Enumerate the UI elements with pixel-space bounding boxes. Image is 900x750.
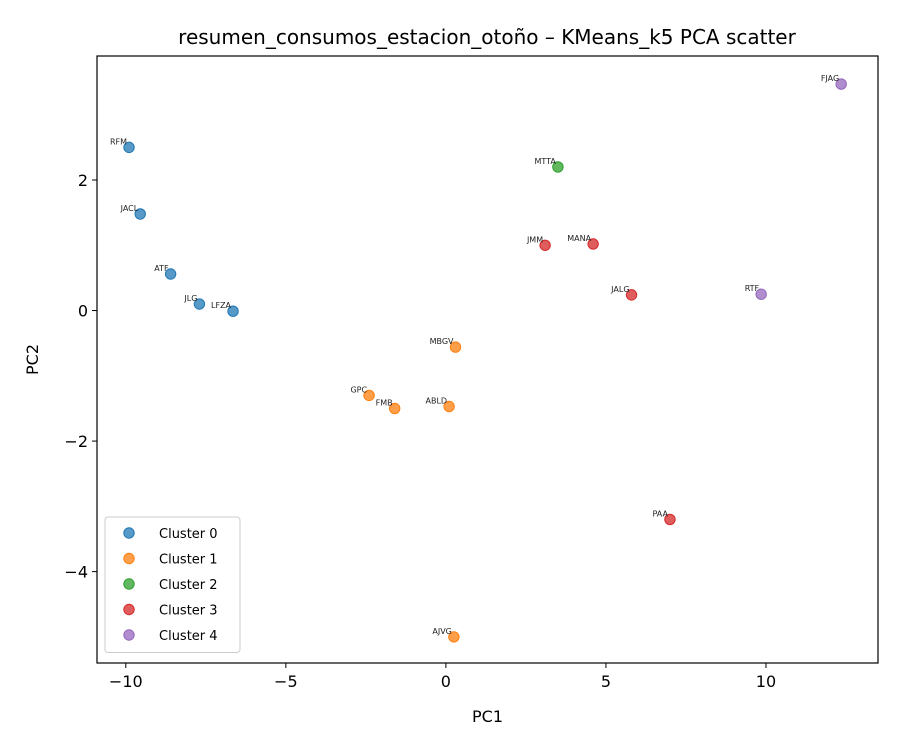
legend-label: Cluster 2 (159, 578, 218, 593)
point-label: JACL (120, 204, 139, 213)
data-point (363, 389, 375, 402)
y-tick-label: 2 (78, 171, 88, 190)
data-point (443, 400, 455, 413)
data-point (164, 268, 177, 280)
data-point (552, 161, 564, 173)
legend-marker (123, 629, 135, 641)
plot-marks: RFM JACL ATF JLG LFZA MBGV GPC FMB ABLD AJVG MTTA J… (110, 74, 847, 643)
y-axis-label: PC2 (23, 344, 42, 375)
point-label: MBGV (430, 337, 454, 346)
point-label: LFZA (211, 301, 232, 310)
data-point (227, 305, 239, 317)
data-point (755, 288, 767, 300)
point-label: ABLD (426, 396, 448, 405)
legend-marker (123, 552, 135, 565)
data-point (448, 631, 460, 643)
data-point (134, 208, 146, 220)
point-label: AJVG (432, 627, 452, 636)
legend-label: Cluster 1 (159, 553, 218, 568)
legend-label: Cluster 4 (159, 629, 218, 644)
x-tick-label: 0 (441, 672, 451, 691)
point-label: FJAG (821, 74, 839, 83)
data-point (193, 298, 206, 310)
x-axis-label: PC1 (472, 707, 503, 726)
point-label: JALG (610, 285, 629, 294)
y-tick-label: −4 (64, 563, 88, 582)
point-label: JLG (183, 294, 197, 303)
point-label: PAA (652, 509, 668, 518)
legend-label: Cluster 0 (159, 527, 218, 542)
data-point (835, 78, 847, 90)
point-label: RTF (745, 284, 760, 293)
data-point (388, 402, 401, 415)
point-label: MTTA (535, 157, 557, 166)
data-point (449, 341, 462, 353)
data-point (123, 141, 135, 154)
data-point (664, 513, 676, 526)
x-tick-label: −5 (274, 672, 298, 691)
point-label: JMM (526, 235, 543, 244)
axis-ticks: −10 −5 0 5 10 −4 −2 0 2 (64, 171, 776, 691)
legend-label: Cluster 3 (159, 604, 218, 619)
point-label: RFM (110, 137, 127, 146)
data-point (625, 289, 638, 301)
x-tick-label: −10 (109, 672, 143, 691)
data-point (587, 238, 599, 250)
x-tick-label: 5 (601, 672, 611, 691)
y-tick-label: 0 (78, 302, 88, 321)
plot-frame (96, 55, 879, 664)
legend: Cluster 0 Cluster 1 Cluster 2 Cluster 3 Clus… (104, 516, 241, 653)
legend-marker (123, 603, 135, 616)
legend-box (104, 516, 241, 653)
y-tick-label: −2 (64, 432, 88, 451)
chart-title: resumen_consumos_estacion_otoño – KMeans… (178, 25, 796, 49)
x-tick-label: 10 (756, 672, 776, 691)
legend-marker (123, 527, 135, 539)
point-label: GPC (350, 385, 367, 394)
data-point (539, 239, 551, 251)
point-label: ATF (154, 264, 169, 273)
point-label: FMB (376, 398, 393, 407)
legend-marker (123, 578, 135, 590)
point-label: MANA (567, 234, 591, 243)
